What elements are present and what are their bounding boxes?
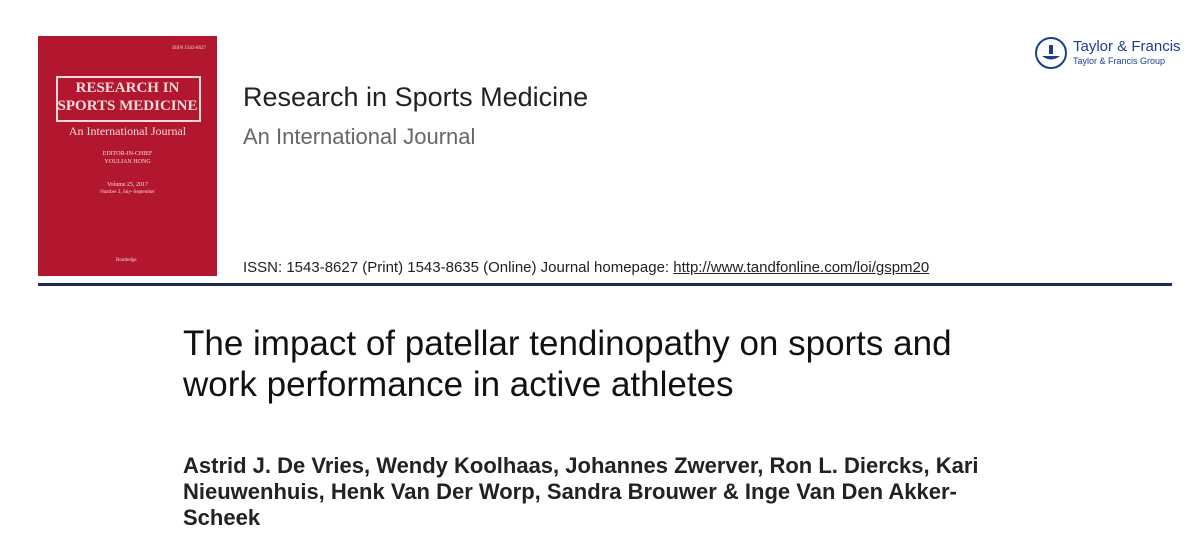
cover-editor: YOULIAN HONG [104, 159, 151, 165]
title-line: work performance in active athletes [183, 365, 734, 404]
homepage-link[interactable]: http://www.tandfonline.com/loi/gspm20 [673, 259, 930, 276]
cover-title: RESEARCH IN [75, 80, 180, 96]
author-line: Scheek [183, 505, 261, 530]
issn-line: ISSN: 1543-8627 (Print) 1543-8635 (Onlin… [243, 259, 929, 276]
cover-title: SPORTS MEDICINE [57, 98, 198, 114]
divider [38, 283, 1172, 286]
cover-issn: ISSN 1543-8627 [172, 46, 206, 51]
cover-editor-label: EDITOR-IN-CHIEF [102, 151, 153, 157]
cover-volume: Volume 25, 2017 [106, 182, 149, 188]
author-line: Astrid J. De Vries, Wendy Koolhaas, Joha… [183, 453, 979, 478]
publisher-group: Taylor & Francis Group [1073, 56, 1166, 66]
author-line: Nieuwenhuis, Henk Van Der Worp, Sandra B… [183, 479, 957, 504]
publisher-name: Taylor & Francis [1073, 38, 1181, 55]
cover-subtitle: An International Journal [68, 124, 187, 138]
cover-issue: Number 3, July–September [100, 190, 155, 195]
cover-title-box [56, 76, 201, 122]
journal-subtitle: An International Journal [243, 124, 476, 149]
title-line: The impact of patellar tendinopathy on s… [183, 324, 952, 363]
issn-text: ISSN: 1543-8627 (Print) 1543-8635 (Onlin… [243, 259, 674, 276]
journal-cover: ISSN 1543-8627 RESEARCH IN SPORTS MEDICI… [38, 36, 217, 276]
cover-publisher: Routledge [116, 258, 137, 263]
journal-title: Research in Sports Medicine [243, 82, 589, 112]
publisher-logo [1035, 37, 1067, 69]
